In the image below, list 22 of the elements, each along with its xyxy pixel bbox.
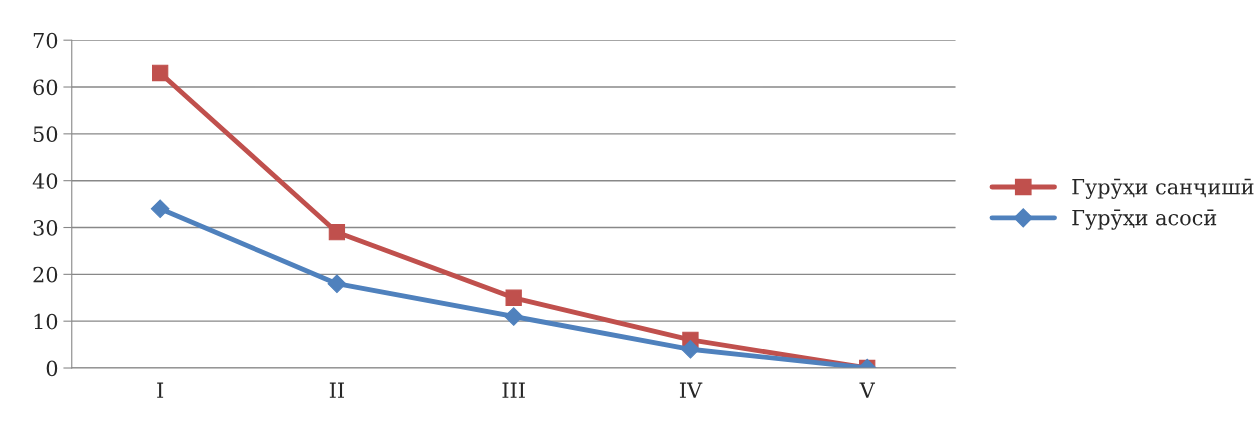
y-tick-label: 50: [33, 126, 58, 143]
legend-label: Гурӯҳи санҷишӣ: [1072, 178, 1254, 199]
y-tick-label: 60: [33, 79, 58, 96]
point: [151, 64, 169, 82]
y-tick-label: 0: [46, 360, 58, 377]
x-tick-label: III: [502, 382, 525, 398]
y-tick-label: 30: [33, 219, 58, 236]
legend-label: Гурӯҳи асосӣ: [1072, 209, 1217, 230]
point: [328, 224, 346, 241]
y-tick-label: 70: [33, 32, 58, 49]
x-tick-label: II: [329, 382, 344, 398]
y-tick-label: 10: [34, 313, 58, 330]
point: [504, 307, 524, 326]
point: [150, 199, 170, 219]
y-tick-label: 40: [32, 173, 58, 189]
point: [327, 274, 347, 294]
x-tick-label: I: [157, 382, 164, 398]
y-tick-label: 20: [33, 266, 58, 283]
x-tick-label: V: [859, 382, 876, 398]
point: [681, 339, 700, 359]
point: [505, 289, 522, 306]
x-tick-label: IV: [679, 382, 703, 398]
